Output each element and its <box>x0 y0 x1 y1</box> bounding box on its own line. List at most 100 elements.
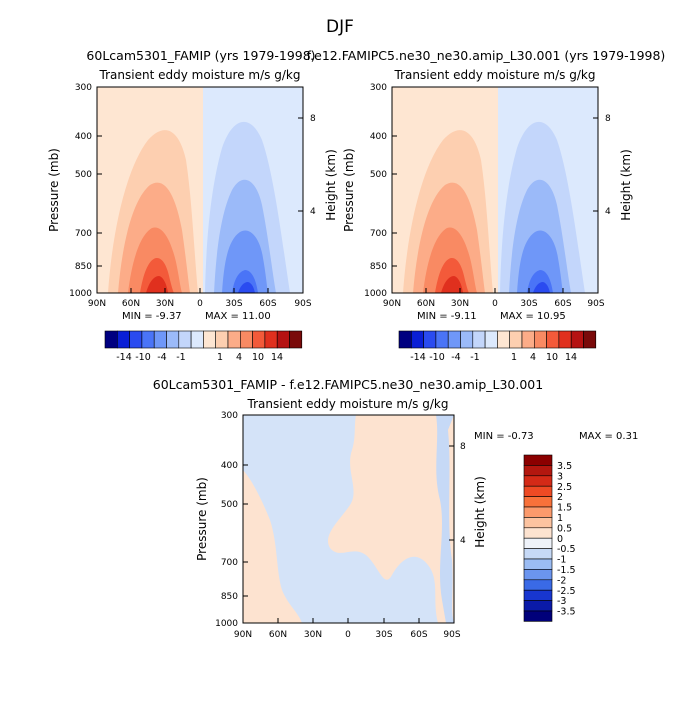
panel1-xtick-label: 60S <box>259 299 276 309</box>
diff-ylabel: Pressure (mb) <box>195 477 209 561</box>
panel2-colorbar-swatch <box>570 330 584 349</box>
diff-colorbar-swatch <box>523 569 553 581</box>
diff-colorbar-label: -2.5 <box>557 586 576 597</box>
panel1-colorbar <box>104 330 303 349</box>
diff-plot <box>243 415 454 623</box>
panel2-ytick-label: 850 <box>370 262 387 272</box>
panel1-colorbar-swatch <box>117 330 130 349</box>
panel1-colorbar-label: -10 <box>135 352 151 363</box>
panel1-xtick-label: 90S <box>294 299 311 309</box>
panel2-colorbar <box>398 330 597 349</box>
panel1-xtick-label: 60N <box>122 299 140 309</box>
panel2-colorbar-swatch <box>583 330 597 349</box>
diff-contour-pos-edge <box>448 415 454 623</box>
panel1-colorbar-label: 14 <box>271 352 283 363</box>
diff-colorbar-swatch <box>523 454 553 466</box>
diff-xtick-label: 0 <box>345 630 351 640</box>
panel2-xticks <box>391 288 599 293</box>
panel2-contour-pos-max <box>441 276 463 293</box>
panel2-colorbar-swatch <box>423 330 437 349</box>
diff-colorbar-swatch <box>523 465 553 477</box>
diff-colorbar-label: 2 <box>557 492 563 503</box>
panel2-colorbar-label: 4 <box>530 352 536 363</box>
panel1-contour-neg-10 <box>222 230 268 293</box>
panel1-xtick-label: 30S <box>225 299 242 309</box>
panel2-colorbar-label: -14 <box>410 352 426 363</box>
panel1-contour-neg-min <box>238 282 255 293</box>
panel2-ylabel: Pressure (mb) <box>342 148 356 232</box>
panel2-colorbar-swatch <box>398 330 412 349</box>
panel2-yticks <box>392 86 598 294</box>
panel1-ytick-label: 500 <box>75 170 92 180</box>
diff-min-label: MIN = -0.73 <box>474 431 534 442</box>
diff-xtick-label: 90N <box>234 630 252 640</box>
panel2-ylabel-right: Height (km) <box>619 149 633 220</box>
panel1-ytick-label: 300 <box>75 83 92 93</box>
diff-colorbar-swatch <box>523 496 553 508</box>
panel2-colorbar-swatch <box>460 330 474 349</box>
diff-xticks <box>242 618 455 623</box>
panel1-colorbar-swatch <box>153 330 167 349</box>
diff-xtick-label: 30S <box>375 630 392 640</box>
panel2-ytick-label: 700 <box>370 229 387 239</box>
panel1-colorbar-label: -4 <box>157 352 166 363</box>
panel2-ytick-label: 400 <box>370 132 387 142</box>
panel1-colorbar-swatch <box>166 330 180 349</box>
panel2-min-label: MIN = -9.11 <box>417 311 477 322</box>
panel2-colorbar-swatch <box>447 330 461 349</box>
panel1-ylabel-right: Height (km) <box>324 149 338 220</box>
panel2-colorbar-swatch <box>533 330 547 349</box>
diff-height-tick-label: 4 <box>460 536 466 546</box>
panel1-colorbar-swatch <box>129 330 143 349</box>
diff-xtick-label: 90S <box>443 630 460 640</box>
panel1-ytick-label: 1000 <box>69 289 92 299</box>
diff-ytick-label: 500 <box>221 500 238 510</box>
diff-contour-pos-left <box>243 470 302 623</box>
panel1-colorbar-swatch <box>289 330 303 349</box>
panel2-colorbar-label: 10 <box>546 352 558 363</box>
panel2-ytick-label: 1000 <box>364 289 387 299</box>
panel2-ytick-labels: 300 400 500 700 850 1000 <box>364 83 387 299</box>
diff-colorbar-label: -1.5 <box>557 565 576 576</box>
panel1-plot <box>97 87 303 293</box>
panel2-colorbar-label: -10 <box>429 352 445 363</box>
panel1-colorbar-swatch <box>252 330 266 349</box>
diff-colorbar-swatch <box>523 527 553 539</box>
panel2-max-label: MAX = 10.95 <box>500 311 566 322</box>
diff-colorbar-label: 1.5 <box>557 503 572 514</box>
panel1-min-label: MIN = -9.37 <box>122 311 182 322</box>
panel2-subtitle: Transient eddy moisture m/s g/kg <box>394 68 596 82</box>
panel1-height-tick-labels: 8 4 <box>310 114 316 217</box>
panel1-colorbar-swatch <box>227 330 241 349</box>
panel2-ytick-label: 300 <box>370 83 387 93</box>
panel2-colorbar-swatch <box>558 330 572 349</box>
panel1-colorbar-swatch <box>190 330 204 349</box>
panel2-colorbar-label: 1 <box>511 352 517 363</box>
panel1-colorbar-swatch <box>178 330 192 349</box>
diff-ylabel-right: Height (km) <box>473 476 487 547</box>
diff-colorbar-swatch <box>523 537 553 549</box>
panel1-colorbar-label: 4 <box>236 352 242 363</box>
panel1-xticks <box>96 288 304 293</box>
diff-ytick-labels: 300 400 500 700 850 1000 <box>215 411 238 629</box>
panel2-colorbar-swatch <box>546 330 560 349</box>
diff-ytick-label: 850 <box>221 592 238 602</box>
diff-colorbar-label: -3.5 <box>557 607 576 618</box>
panel2-colorbar-labels: -14 -10 -4 -1 1 4 10 14 <box>410 352 577 363</box>
panel2-xtick-label: 60S <box>554 299 571 309</box>
diff-colorbar-swatch <box>523 558 553 570</box>
panel1-colorbar-label: -14 <box>116 352 132 363</box>
panel2-colorbar-label: 14 <box>565 352 577 363</box>
panel2-colorbar-swatch <box>410 330 424 349</box>
panel2-colorbar-swatch <box>484 330 498 349</box>
panel2-plot <box>392 87 598 293</box>
panel1-colorbar-swatch <box>104 330 118 349</box>
panel1-colorbar-swatch <box>215 330 229 349</box>
diff-max-label: MAX = 0.31 <box>579 431 638 442</box>
panel2-colorbar-swatch <box>497 330 510 349</box>
diff-colorbar-swatch <box>523 506 553 518</box>
panel2-height-tick-label: 8 <box>605 114 611 124</box>
diff-colorbar-swatch <box>523 600 553 612</box>
panel1-colorbar-swatch <box>203 330 216 349</box>
panel2-colorbar-swatch <box>509 330 523 349</box>
